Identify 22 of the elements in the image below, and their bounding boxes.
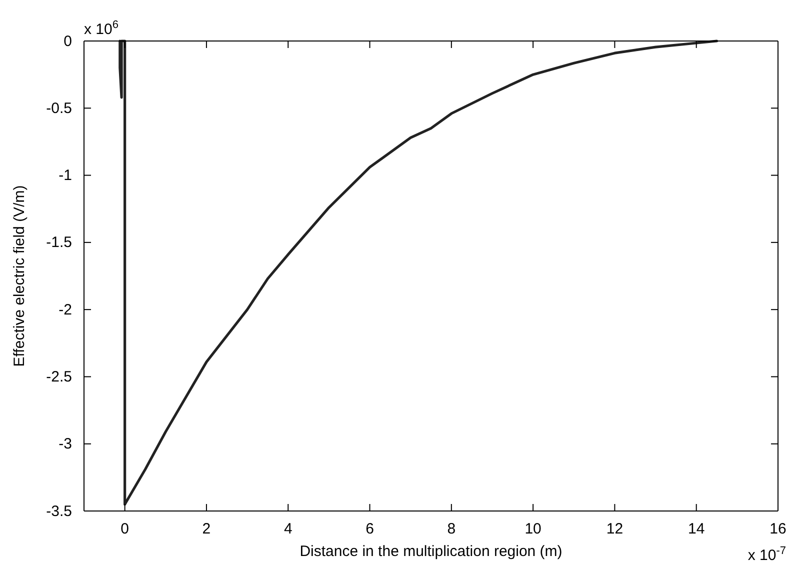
- y-tick-label: 0: [64, 32, 72, 50]
- text: x 10$^{-7}$: [748, 545, 786, 563]
- y-tick-label: -3.5: [46, 502, 72, 520]
- x-tick-label: 4: [284, 520, 292, 538]
- x-tick-label: 14: [688, 520, 705, 538]
- y-tick-label: -2: [58, 301, 72, 318]
- line-series: [118, 40, 718, 506]
- y-tick-label: -1.5: [46, 234, 72, 252]
- x-tick-label: 10: [524, 520, 542, 538]
- y-tick-label: -2.5: [46, 368, 72, 386]
- y-tick-label: -1: [58, 167, 72, 184]
- y-tick-label: -0.5: [46, 100, 72, 117]
- x-axis-title: Distance in the multiplication region (m): [300, 543, 562, 560]
- x-tick-label: 2: [202, 520, 211, 538]
- x-tick-label: 12: [606, 520, 624, 538]
- x-tick-label: 16: [770, 520, 786, 538]
- y-tick-label: -3: [58, 436, 72, 453]
- x-tick-label: 6: [366, 520, 374, 538]
- y-axis-title: Effective electric field (V/m): [11, 185, 28, 367]
- x-tick-label: 0: [120, 520, 129, 538]
- text: x 10$^{6}$: [84, 19, 118, 38]
- x-tick-label: 8: [447, 520, 456, 538]
